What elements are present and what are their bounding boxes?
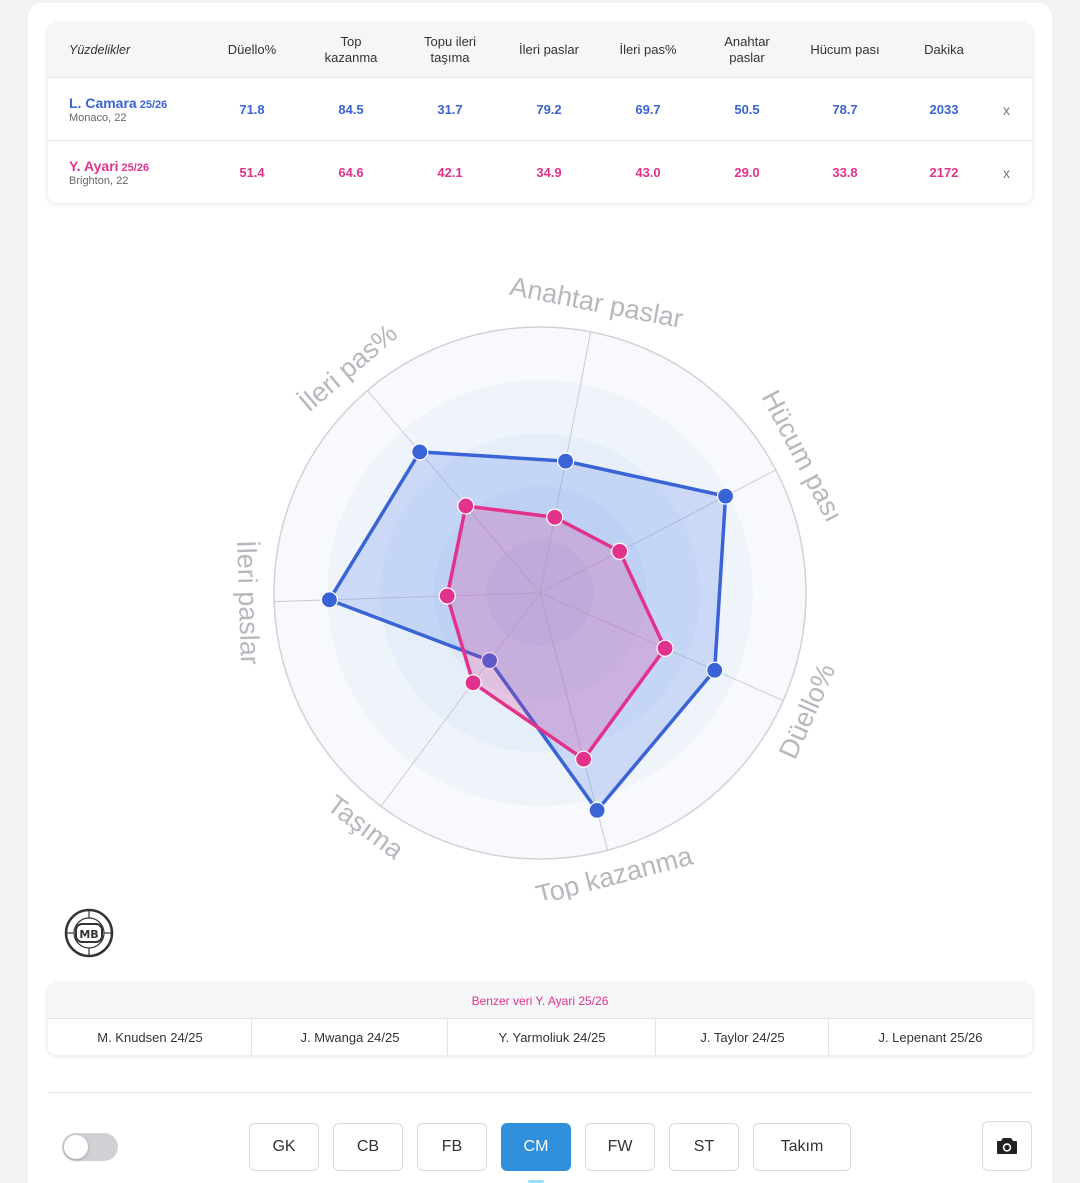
player-club: Brighton, 22 (69, 175, 129, 187)
similar-player[interactable]: J. Taylor 24/25 (655, 1018, 829, 1055)
stat-value: 71.8 (239, 102, 265, 117)
column-header: Anahtar paslar (724, 34, 770, 65)
position-button-team[interactable]: Takım (753, 1123, 851, 1171)
position-button-fw[interactable]: FW (585, 1123, 655, 1171)
data-point (457, 497, 475, 515)
column-header: İleri pas% (619, 42, 677, 57)
stat-value: 42.1 (437, 165, 463, 180)
stat-value: 2033 (929, 102, 959, 117)
svg-text:MB: MB (79, 928, 98, 941)
stat-value: 31.7 (437, 102, 463, 117)
stat-value: 33.8 (832, 165, 858, 180)
data-point (706, 661, 724, 679)
data-point (438, 587, 456, 605)
percentile-table: Yüzdelikler Düello% Top kazanma Topu ile… (48, 23, 1032, 203)
data-point (588, 801, 606, 819)
position-button-cb[interactable]: CB (333, 1123, 403, 1171)
remove-player-button[interactable]: x (1003, 164, 1010, 181)
column-header: İleri paslar (519, 42, 579, 57)
similar-player[interactable]: J. Lepenant 25/26 (828, 1018, 1032, 1055)
axis-label: İleri paslar (231, 540, 266, 665)
series-line-1 (327, 450, 728, 813)
data-point (546, 508, 564, 526)
column-header: Dakika (924, 42, 964, 57)
radar-spoke (367, 390, 541, 594)
series-line-2 (445, 504, 667, 761)
stat-value: 43.0 (635, 165, 661, 180)
data-point (611, 542, 629, 560)
divider (48, 1092, 1032, 1093)
similar-player[interactable]: Y. Yarmoliuk 24/25 (447, 1018, 656, 1055)
data-point (480, 651, 499, 670)
stat-value: 50.5 (734, 102, 760, 117)
header-label: Yüzdelikler (69, 43, 131, 57)
table-header: Yüzdelikler Düello% Top kazanma Topu ile… (48, 23, 1032, 77)
similar-player[interactable]: M. Knudsen 24/25 (48, 1018, 252, 1055)
column-header: Top kazanma (324, 34, 378, 65)
column-header: Topu ileri taşıma (423, 34, 477, 65)
stat-value: 51.4 (239, 165, 265, 180)
similar-player[interactable]: J. Mwanga 24/25 (251, 1018, 448, 1055)
radar-spoke (274, 592, 541, 603)
player-club: Monaco, 22 (69, 112, 127, 124)
camera-icon (997, 1138, 1017, 1154)
stat-value: 84.5 (338, 102, 364, 117)
data-point (557, 452, 575, 470)
toggle-knob (64, 1135, 88, 1159)
radar-spoke (539, 469, 777, 594)
stat-value: 79.2 (536, 102, 562, 117)
data-point (716, 487, 735, 505)
radar-outer-ring (273, 326, 807, 860)
position-button-cm[interactable]: CM (501, 1123, 571, 1171)
axis-label: Anahtar paslar (507, 271, 685, 334)
column-header: Hücum pası (810, 42, 880, 57)
data-point (320, 591, 339, 609)
screenshot-button[interactable] (982, 1121, 1032, 1171)
position-button-st[interactable]: ST (669, 1123, 739, 1171)
data-point (464, 674, 482, 692)
column-header: Düello% (227, 42, 277, 57)
table-row: L. Camara 25/26 Monaco, 22 71.8 84.5 31.7… (48, 77, 1032, 140)
similar-title: Benzer veri Y. Ayari 25/26 (48, 983, 1032, 1018)
stat-value: 34.9 (536, 165, 562, 180)
active-indicator (528, 1180, 544, 1183)
position-button-fb[interactable]: FB (417, 1123, 487, 1171)
radar-spoke (380, 592, 541, 807)
table-row: Y. Ayari 25/26 Brighton, 22 51.4 64.6 42.… (48, 140, 1032, 203)
mb-logo-icon: MB (64, 908, 114, 958)
remove-player-button[interactable]: x (1003, 101, 1010, 118)
player-name[interactable]: L. Camara 25/26 (69, 95, 168, 111)
position-button-gk[interactable]: GK (249, 1123, 319, 1171)
data-point (656, 639, 674, 657)
similar-players-box: Benzer veri Y. Ayari 25/26 M. Knudsen 24… (48, 983, 1032, 1055)
data-point (411, 443, 429, 461)
toggle-switch[interactable] (62, 1133, 118, 1161)
data-point (575, 750, 593, 768)
player-name[interactable]: Y. Ayari 25/26 (69, 158, 150, 174)
stat-value: 78.7 (832, 102, 858, 117)
stat-value: 64.6 (338, 165, 364, 180)
stat-value: 69.7 (635, 102, 661, 117)
stat-value: 29.0 (734, 165, 760, 180)
stat-value: 2172 (929, 165, 959, 180)
